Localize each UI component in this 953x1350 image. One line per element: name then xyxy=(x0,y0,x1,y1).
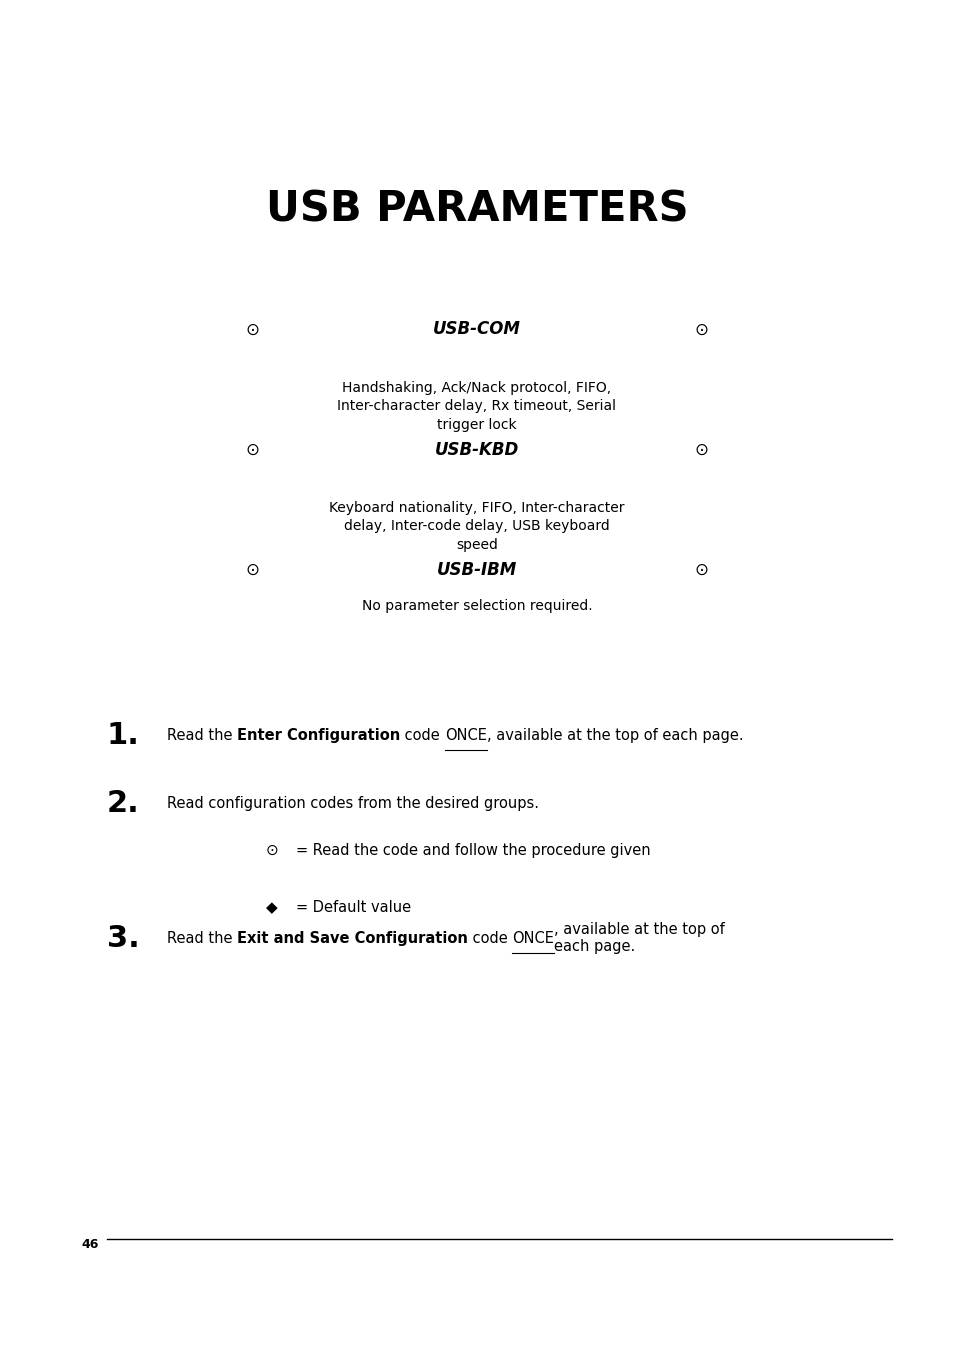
Text: 2.: 2. xyxy=(107,788,139,818)
Text: Enter Configuration: Enter Configuration xyxy=(237,728,400,744)
Text: Read the: Read the xyxy=(167,930,237,946)
Text: ⊙: ⊙ xyxy=(265,842,278,859)
Text: code: code xyxy=(468,930,512,946)
Text: Read configuration codes from the desired groups.: Read configuration codes from the desire… xyxy=(167,795,538,811)
Text: ⊙: ⊙ xyxy=(246,440,259,459)
Text: USB-COM: USB-COM xyxy=(433,320,520,339)
Text: ◆: ◆ xyxy=(266,899,277,915)
Text: Handshaking, Ack/Nack protocol, FIFO,
Inter-character delay, Rx timeout, Serial
: Handshaking, Ack/Nack protocol, FIFO, In… xyxy=(337,381,616,432)
Text: ⊙: ⊙ xyxy=(694,560,707,579)
Text: code: code xyxy=(400,728,444,744)
Text: Exit and Save Configuration: Exit and Save Configuration xyxy=(237,930,468,946)
Text: 3.: 3. xyxy=(107,923,139,953)
Text: ⊙: ⊙ xyxy=(694,440,707,459)
Text: USB PARAMETERS: USB PARAMETERS xyxy=(265,188,688,231)
Text: Read the: Read the xyxy=(167,728,237,744)
Text: 1.: 1. xyxy=(107,721,139,751)
Text: No parameter selection required.: No parameter selection required. xyxy=(361,599,592,613)
Text: 46: 46 xyxy=(81,1238,98,1251)
Text: = Default value: = Default value xyxy=(295,899,411,915)
Text: , available at the top of each page.: , available at the top of each page. xyxy=(486,728,742,744)
Text: ONCE: ONCE xyxy=(512,930,554,946)
Text: ⊙: ⊙ xyxy=(246,320,259,339)
Text: Keyboard nationality, FIFO, Inter-character
delay, Inter-code delay, USB keyboar: Keyboard nationality, FIFO, Inter-charac… xyxy=(329,501,624,552)
Text: USB-IBM: USB-IBM xyxy=(436,560,517,579)
Text: = Read the code and follow the procedure given: = Read the code and follow the procedure… xyxy=(295,842,650,859)
Text: ONCE: ONCE xyxy=(444,728,486,744)
Text: ⊙: ⊙ xyxy=(694,320,707,339)
Text: , available at the top of
each page.: , available at the top of each page. xyxy=(554,922,724,954)
Text: USB-KBD: USB-KBD xyxy=(435,440,518,459)
Text: ⊙: ⊙ xyxy=(246,560,259,579)
